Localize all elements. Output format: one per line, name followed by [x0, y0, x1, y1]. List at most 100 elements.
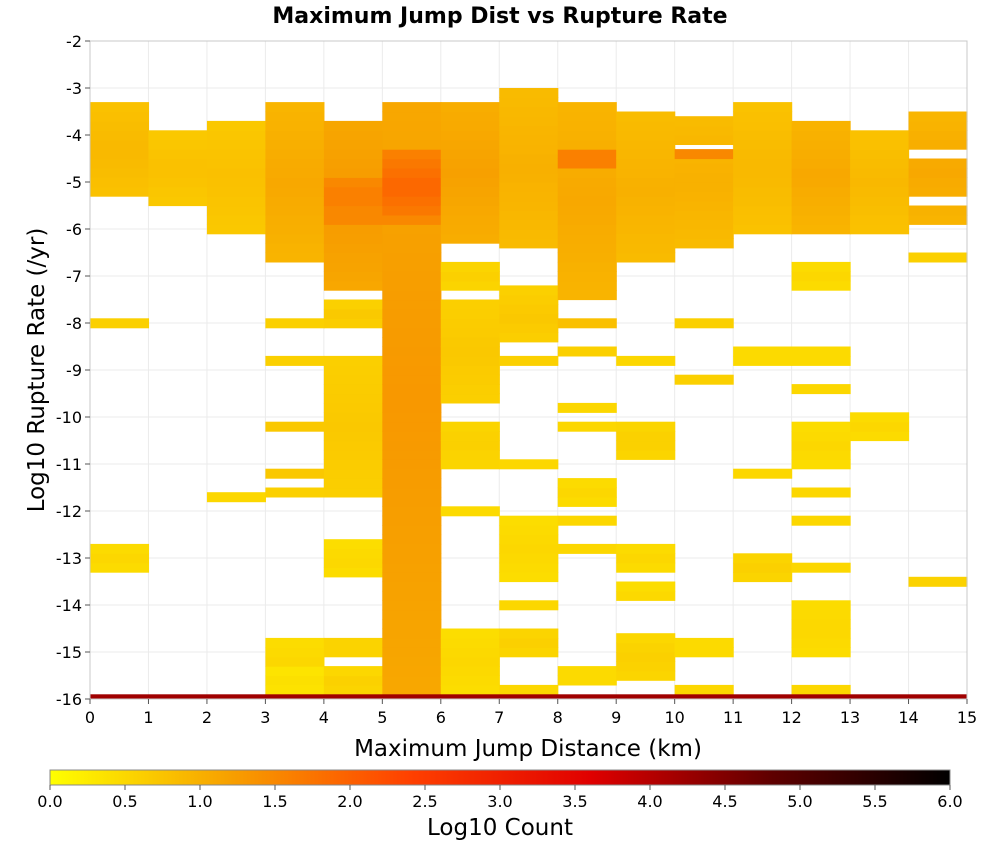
heatmap-cell: [616, 167, 676, 178]
heatmap-cell: [791, 384, 851, 395]
heatmap-cell: [616, 111, 676, 122]
y-tick-label: -12: [56, 502, 82, 521]
heatmap-cell: [557, 120, 617, 131]
heatmap-cell: [148, 158, 208, 169]
heatmap-cell: [382, 130, 442, 141]
heatmap-cell: [791, 214, 851, 225]
heatmap-cell: [323, 177, 383, 188]
heatmap-cell: [148, 130, 208, 141]
heatmap-cell: [440, 393, 500, 404]
heatmap-cell: [733, 130, 793, 141]
heatmap-cell: [499, 219, 559, 230]
heatmap-cell: [206, 120, 266, 131]
heatmap-cell: [382, 177, 442, 188]
heatmap-cell: [499, 285, 559, 296]
heatmap-cell: [265, 656, 325, 667]
heatmap-cell: [382, 186, 442, 197]
heatmap-cell: [440, 684, 500, 695]
heatmap-cell: [850, 431, 910, 442]
heatmap-cell: [733, 224, 793, 235]
heatmap-cell: [323, 440, 383, 451]
heatmap-cell: [557, 478, 617, 489]
heatmap-cell: [323, 449, 383, 460]
heatmap-cell: [90, 158, 150, 169]
heatmap-cell: [733, 102, 793, 113]
heatmap-cell: [908, 252, 968, 263]
heatmap-cell: [499, 304, 559, 315]
heatmap-cell: [791, 487, 851, 498]
heatmap-cell: [382, 299, 442, 310]
heatmap-cell: [850, 130, 910, 141]
heatmap-cell: [733, 196, 793, 207]
heatmap-cell: [90, 149, 150, 160]
heatmap-cell: [323, 233, 383, 244]
heatmap-cell: [265, 355, 325, 366]
heatmap-cell: [440, 186, 500, 197]
heatmap-cell: [90, 318, 150, 329]
heatmap-cell: [148, 186, 208, 197]
heatmap-cell: [382, 515, 442, 526]
heatmap-cell: [616, 553, 676, 564]
heatmap-cell: [382, 412, 442, 423]
heatmap-cell: [733, 149, 793, 160]
heatmap-cell: [850, 205, 910, 216]
heatmap-cell: [791, 440, 851, 451]
colorbar-tick-label: 1.5: [262, 792, 287, 811]
heatmap-cell: [499, 323, 559, 333]
heatmap-cell: [206, 158, 266, 169]
heatmap-cell: [323, 271, 383, 282]
heatmap-cell: [557, 205, 617, 216]
heatmap-cell: [323, 421, 383, 432]
heatmap-cell: [616, 243, 676, 254]
x-tick-label: 1: [143, 708, 153, 727]
heatmap-cell: [382, 581, 442, 592]
heatmap-cell: [323, 647, 383, 658]
heatmap-cell: [323, 365, 383, 376]
heatmap-cell: [265, 318, 325, 329]
heatmap-cell: [323, 196, 383, 207]
colorbar-tick-label: 3.0: [487, 792, 512, 811]
heatmap-cell: [908, 576, 968, 587]
heatmap-cell: [499, 238, 559, 249]
heatmap-cell: [382, 525, 442, 536]
heatmap-cell: [323, 130, 383, 141]
heatmap-cell: [499, 628, 559, 639]
heatmap-cell: [616, 440, 676, 451]
heatmap-cell: [90, 120, 150, 131]
colorbar-title: Log10 Count: [427, 815, 573, 841]
heatmap-cell: [440, 440, 500, 451]
heatmap-cell: [265, 167, 325, 178]
heatmap-cell: [440, 374, 500, 385]
heatmap-cell: [90, 553, 150, 564]
x-tick-label: 2: [202, 708, 212, 727]
heatmap-cell: [440, 177, 500, 188]
y-tick-label: -3: [66, 79, 82, 98]
heatmap-cell: [674, 149, 734, 160]
heatmap-cell: [323, 308, 383, 319]
heatmap-cell: [206, 167, 266, 178]
heatmap-cell: [557, 487, 617, 498]
heatmap-cell: [850, 186, 910, 197]
heatmap-cell: [206, 149, 266, 160]
heatmap-cell: [850, 177, 910, 188]
heatmap-cell: [557, 111, 617, 122]
heatmap-cell: [499, 116, 559, 127]
heatmap-cell: [90, 543, 150, 554]
heatmap-cell: [382, 506, 442, 517]
heatmap-cell: [382, 167, 442, 178]
heatmap-cell: [616, 139, 676, 150]
heatmap-cell: [674, 116, 734, 127]
heatmap-cell: [265, 139, 325, 150]
heatmap-cell: [791, 637, 851, 648]
heatmap-cell: [265, 487, 325, 498]
heatmap-cell: [382, 675, 442, 686]
heatmap-cell: [850, 196, 910, 207]
heatmap-cell: [557, 139, 617, 150]
heatmap-cell: [499, 163, 559, 174]
heatmap-cell: [616, 252, 676, 263]
heatmap-cell: [557, 186, 617, 197]
heatmap-cell: [90, 186, 150, 197]
colorbar-ticks: 0.0 0.5 1.0 1.5 2.0 2.5 3.0 3.5 4.0 4.5 5.0 5.5 6.0: [37, 785, 963, 811]
heatmap-cell: [557, 261, 617, 272]
heatmap-cell: [557, 149, 617, 160]
